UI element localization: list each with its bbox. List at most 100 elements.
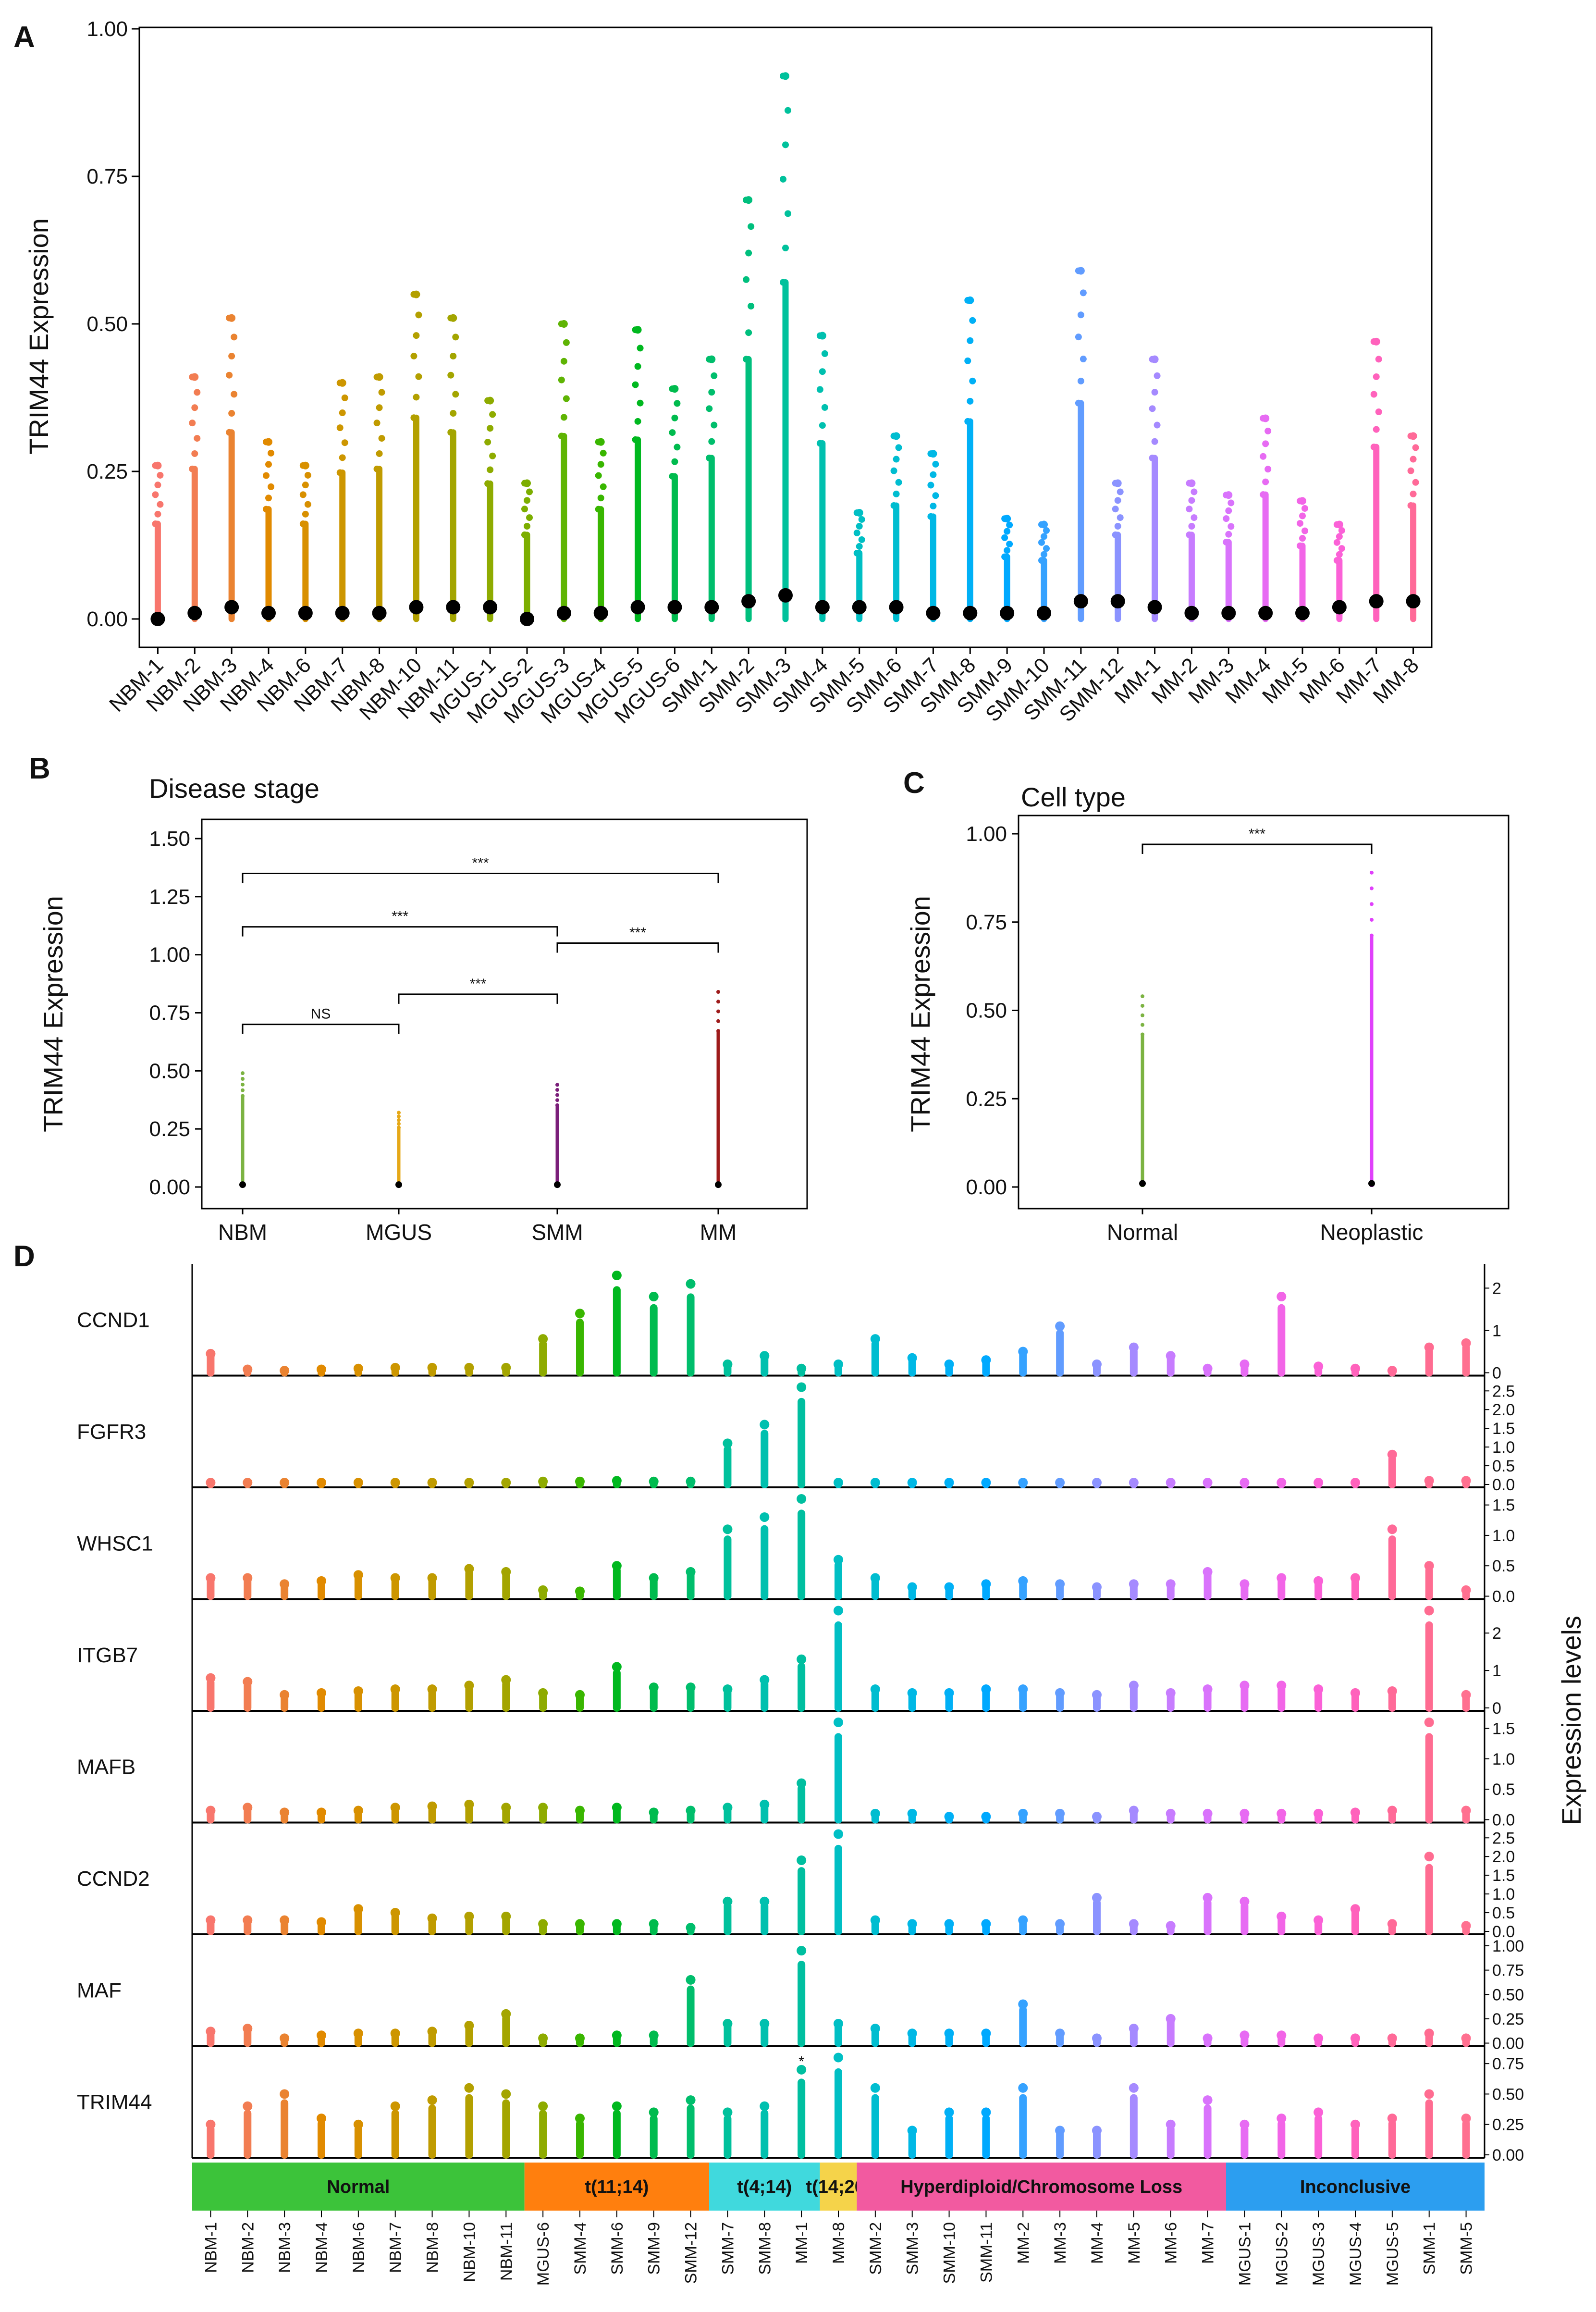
y-tick-label: 1.00 [1492,1937,1524,1955]
cells-nbm-7 [390,1573,400,1600]
max-point [353,1570,363,1580]
cells-mm-3 [1221,491,1236,622]
cell-point [716,1019,720,1023]
panel-b-ylabel: TRIM44 Expression [38,896,68,1132]
cell-point [1370,391,1377,398]
cell-point [780,175,786,183]
max-point [649,1807,659,1817]
cells-smm-3 [907,1478,917,1488]
cell-point [1075,334,1082,341]
cells-smm-2 [870,1334,880,1377]
cell-point [413,332,420,339]
cells-nbm-4 [317,1364,326,1377]
cell-point [1370,933,1374,938]
gene-row-maf: MAF 0.00 0.25 0.50 0.75 1.00 [77,1937,1524,2053]
cells-neoplastic [1368,870,1375,1187]
cell-point [1112,506,1119,513]
y-tick-label: 0.25 [86,460,128,483]
max-point [317,1688,326,1698]
cells-smm-2 [870,1808,880,1824]
max-point [575,1805,585,1816]
y-tick-label: 0 [1492,1699,1501,1718]
cells-nbm-10 [464,2021,474,2047]
cells-nbm-3 [224,314,239,622]
cell-point [785,107,791,114]
cell-point [1336,551,1343,558]
cells-smm-7 [723,2107,733,2159]
mean-point [815,600,830,615]
max-point [575,1919,585,1929]
cell-point [1370,902,1374,906]
y-tick-label: 0.00 [1492,2146,1524,2164]
x-label-mgus-6: MGUS-6 [534,2222,552,2286]
cells-mgus-4 [1350,2033,1360,2047]
max-point [353,1904,363,1914]
cell-point [632,381,639,388]
max-point [612,2030,622,2040]
cells-nbm-3 [280,2033,290,2047]
cells-mm-4 [1092,1812,1102,1824]
max-point [1203,1567,1213,1577]
cell-point [1336,533,1343,540]
cells-nbm-11 [501,1478,511,1488]
max-point [929,450,937,458]
cells-mm-4 [1258,414,1273,622]
cells-nbm-10 [464,1681,474,1712]
cells-nbm-7 [390,1684,400,1712]
cell-point [821,404,828,411]
max-point [1166,1808,1176,1818]
cell-point [560,358,567,365]
max-point [464,1681,474,1691]
cells-smm-9 [649,1919,659,1935]
cell-point [378,435,385,442]
panel-c-marks: *** [1139,826,1375,1214]
cell-point [1006,541,1013,548]
max-point [686,1975,696,1985]
cell-point [1117,514,1124,521]
cells-nbm-6 [353,1478,363,1488]
cells-mgus-1 [1240,1478,1250,1488]
max-point [486,396,494,405]
panel-d: CCND1012FGFR30.00.51.01.52.02.5WHSC10.00… [77,1264,1586,2286]
cell-point [1151,389,1158,396]
panel-d-gene-rows: CCND1012FGFR30.00.51.01.52.02.5WHSC10.00… [77,1264,1524,2164]
cells-nbm-7 [390,2028,400,2047]
x-label-mm-1: MM-1 [793,2222,811,2264]
max-point [1055,1321,1065,1331]
x-label-mgus: MGUS [366,1220,432,1245]
cell-point [447,371,454,379]
y-tick-label: 1.50 [149,827,190,851]
mean-point [409,600,424,615]
cell-point [671,414,678,421]
cell-point [1077,311,1084,319]
cells-nbm-2 [243,1803,253,1824]
panel-c: Cell type TRIM44 Expression 0.00 0.25 0.50… [905,782,1510,1245]
cells-smm-2 [741,196,756,622]
cells-mgus-4 [1350,1363,1360,1377]
max-point [243,1573,253,1583]
cell-point [1141,1013,1144,1017]
max-point [280,1807,290,1817]
cells-mgus-6 [538,1476,548,1488]
y-tick-label: 0.25 [1492,2010,1524,2028]
cell-point [452,391,459,398]
mean-point [520,612,534,626]
cells-mm-6 [1166,1478,1176,1488]
y-tick-label: 0.00 [1492,2035,1524,2053]
cell-point [487,425,494,432]
x-label-nbm: NBM [218,1220,267,1245]
cell-point [674,400,681,407]
cells-mgus-3 [1314,1684,1324,1712]
cell-point [1333,539,1340,546]
mean-point [741,594,756,609]
cell-point [265,461,272,468]
cell-point [1407,502,1414,509]
max-point [1314,1915,1324,1925]
cell-point [1004,528,1011,535]
max-point [1277,1573,1287,1583]
cell-point [1001,553,1008,560]
cells-mm-8 [834,1478,843,1488]
max-point [981,1355,991,1365]
max-point [1203,1808,1213,1818]
cells-mm-5 [1295,497,1310,622]
